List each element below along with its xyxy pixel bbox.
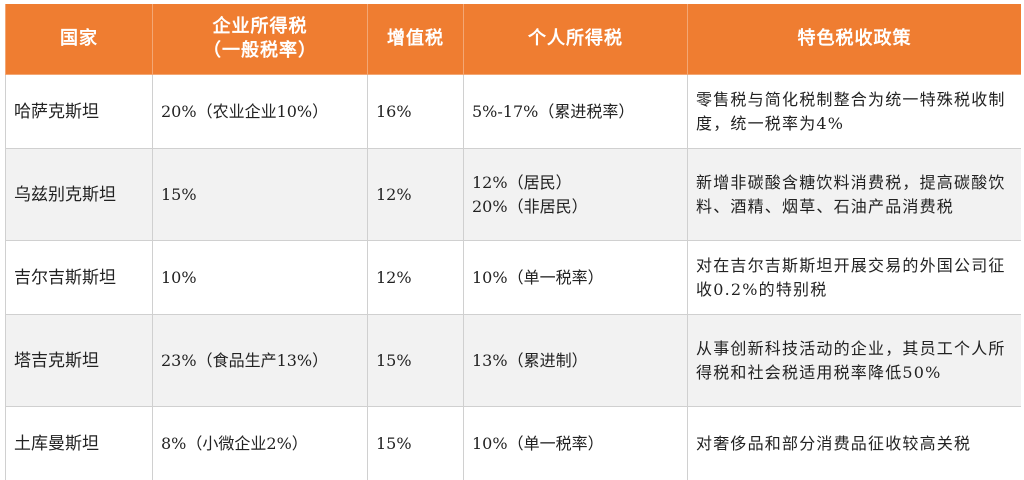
pit-line-resident: 12%（居民） [472, 172, 572, 192]
cell-vat: 15% [367, 314, 464, 407]
cell-special-policy: 对在吉尔吉斯斯坦开展交易的外国公司征收0.2%的特别税 [687, 240, 1021, 315]
pit-line-nonresident: 20%（非居民） [472, 196, 588, 216]
cell-personal-income-tax: 10%（单一税率） [463, 240, 688, 315]
cell-personal-income-tax: 10%（单一税率） [463, 406, 688, 480]
table-row: 吉尔吉斯斯坦 10% 12% 10%（单一税率） 对在吉尔吉斯斯坦开展交易的外国… [5, 240, 1021, 315]
tax-comparison-table-container: 国家 企业所得税 （一般税率） 增值税 个人所得税 特色税收政策 哈萨克斯坦 2… [5, 4, 1021, 480]
header-cit-subtitle: （一般税率） [203, 40, 317, 61]
cell-personal-income-tax: 12%（居民） 20%（非居民） [463, 148, 688, 241]
header-row: 国家 企业所得税 （一般税率） 增值税 个人所得税 特色税收政策 [5, 4, 1021, 75]
header-vat: 增值税 [367, 4, 464, 75]
pit-line: 10%（单一税率） [472, 267, 604, 287]
cell-country: 土库曼斯坦 [5, 406, 153, 480]
cell-special-policy: 从事创新科技活动的企业，其员工个人所得税和社会税适用税率降低50% [687, 314, 1021, 407]
pit-line: 5%-17%（累进税率） [472, 101, 635, 121]
cell-vat: 15% [367, 406, 464, 480]
cell-personal-income-tax: 13%（累进制） [463, 314, 688, 407]
cell-corporate-income-tax: 20%（农业企业10%） [152, 74, 368, 149]
cell-personal-income-tax: 5%-17%（累进税率） [463, 74, 688, 149]
cell-special-policy: 新增非碳酸含糖饮料消费税，提高碳酸饮料、酒精、烟草、石油产品消费税 [687, 148, 1021, 241]
table-row: 塔吉克斯坦 23%（食品生产13%） 15% 13%（累进制） 从事创新科技活动… [5, 314, 1021, 407]
pit-line: 13%（累进制） [472, 350, 588, 370]
cell-country: 乌兹别克斯坦 [5, 148, 153, 241]
cell-special-policy: 零售税与简化税制整合为统一特殊税收制度，统一税率为4% [687, 74, 1021, 149]
cell-corporate-income-tax: 8%（小微企业2%） [152, 406, 368, 480]
cell-special-policy: 对奢侈品和部分消费品征收较高关税 [687, 406, 1021, 480]
cell-corporate-income-tax: 10% [152, 240, 368, 315]
header-personal-income-tax: 个人所得税 [463, 4, 688, 75]
cell-country: 塔吉克斯坦 [5, 314, 153, 407]
cell-corporate-income-tax: 23%（食品生产13%） [152, 314, 368, 407]
table-row: 哈萨克斯坦 20%（农业企业10%） 16% 5%-17%（累进税率） 零售税与… [5, 74, 1021, 149]
header-cit-title: 企业所得税 [212, 16, 308, 37]
table-row: 土库曼斯坦 8%（小微企业2%） 15% 10%（单一税率） 对奢侈品和部分消费… [5, 406, 1021, 480]
header-country: 国家 [5, 4, 153, 75]
cell-vat: 12% [367, 148, 464, 241]
cell-corporate-income-tax: 15% [152, 148, 368, 241]
header-special-policy: 特色税收政策 [687, 4, 1021, 75]
pit-line: 10%（单一税率） [472, 433, 604, 453]
cell-vat: 12% [367, 240, 464, 315]
tax-comparison-table: 国家 企业所得税 （一般税率） 增值税 个人所得税 特色税收政策 哈萨克斯坦 2… [5, 4, 1021, 480]
cell-country: 哈萨克斯坦 [5, 74, 153, 149]
cell-country: 吉尔吉斯斯坦 [5, 240, 153, 315]
table-header: 国家 企业所得税 （一般税率） 增值税 个人所得税 特色税收政策 [5, 4, 1021, 75]
header-corporate-income-tax: 企业所得税 （一般税率） [152, 4, 368, 75]
cell-vat: 16% [367, 74, 464, 149]
table-row: 乌兹别克斯坦 15% 12% 12%（居民） 20%（非居民） 新增非碳酸含糖饮… [5, 148, 1021, 241]
table-body: 哈萨克斯坦 20%（农业企业10%） 16% 5%-17%（累进税率） 零售税与… [5, 74, 1021, 480]
